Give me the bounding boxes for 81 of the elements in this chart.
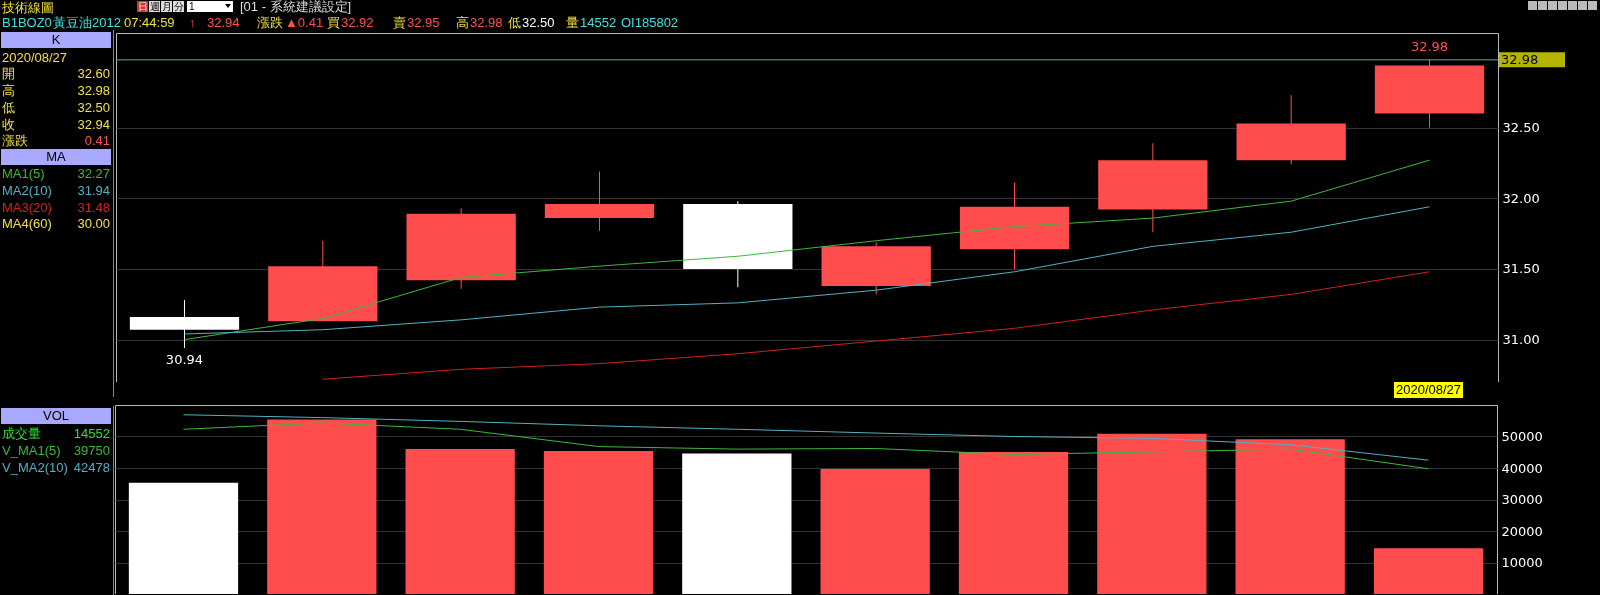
text: MA2(10) [2, 183, 52, 199]
bar [128, 482, 239, 594]
bar [820, 468, 930, 594]
text: 14552 [73, 426, 110, 442]
text: 30.00 [77, 216, 110, 232]
text: 31.94 [77, 183, 110, 199]
text: 日 [137, 1, 148, 12]
text: 成交量 [2, 426, 41, 442]
text: 技術線圖 [2, 0, 54, 16]
y-tick-label: 31.50 [1502, 261, 1540, 277]
text: B1BOZ0 [2, 15, 52, 31]
text: 月 [161, 1, 172, 12]
text: 32.50 [77, 100, 110, 116]
text: 開 [2, 66, 15, 82]
text: K [1, 32, 111, 48]
text: V_MA1(5) [2, 443, 61, 459]
text: 高 [456, 15, 469, 31]
text: 高 [2, 83, 15, 99]
text: V_MA2(10) [2, 460, 68, 476]
text: 32.95 [407, 15, 440, 31]
bar [958, 451, 1069, 594]
text: MA1(5) [2, 166, 45, 182]
y-tick-label: 40000 [1501, 460, 1543, 476]
y-tick-label: 10000 [1501, 555, 1543, 570]
text: 32.94 [77, 117, 110, 133]
text: 低 [2, 100, 15, 116]
text: 14552 [580, 15, 617, 31]
y-tick-label: 32.00 [1502, 190, 1540, 206]
bar [405, 449, 515, 594]
bar [1097, 433, 1207, 594]
text: MA [1, 149, 111, 165]
text: 2020/08/27 [2, 50, 68, 66]
text: MA3(20) [2, 200, 52, 216]
text: 32.50 [522, 15, 555, 31]
text: 收 [2, 117, 15, 133]
y-tick-label: 32.50 [1502, 120, 1540, 136]
text: 漲跌 [257, 15, 283, 31]
text: 1 [187, 1, 233, 12]
annotation: 2020/08/27 [1394, 382, 1464, 398]
text: 32.92 [341, 15, 374, 31]
line-series [183, 206, 1431, 335]
text: MA4(60) [2, 216, 52, 232]
text: 黃豆油2012 [53, 15, 121, 31]
ref-line-label: 32.98 [1501, 51, 1539, 67]
line-series [322, 271, 1431, 380]
y-tick-label: 50000 [1501, 429, 1543, 444]
text: VOL [1, 408, 111, 424]
y-tick-label: 20000 [1501, 523, 1543, 539]
text: 32.27 [77, 166, 110, 182]
bar [1235, 439, 1345, 594]
bar [543, 450, 654, 594]
text: 低 [508, 15, 521, 31]
text: 量 [566, 15, 579, 31]
annotation: 32.98 [1410, 38, 1449, 54]
text: 39750 [73, 443, 110, 459]
text: 32.98 [470, 15, 503, 31]
text: 分 [173, 1, 184, 12]
text: 漲跌 [2, 133, 28, 149]
text: [01 - 系統建議設定] [240, 0, 352, 15]
text: 07:44:59 [124, 15, 175, 31]
text: 32.94 [207, 15, 240, 31]
text: 32.60 [77, 66, 110, 82]
text: 32.98 [77, 83, 110, 99]
text: 42478 [73, 460, 110, 476]
bar [682, 453, 792, 594]
line-series [182, 422, 1430, 470]
text: 週 [149, 1, 160, 12]
y-tick-label: 30000 [1501, 492, 1543, 507]
text: 買 [327, 15, 340, 31]
text: OI185802 [621, 15, 679, 31]
text: 31.48 [77, 200, 110, 216]
text: 0.41 [84, 133, 110, 149]
text: ↑ [189, 15, 196, 31]
bar [267, 419, 377, 594]
line-series [182, 414, 1430, 461]
bar [1373, 548, 1484, 594]
y-tick-label: 31.00 [1502, 332, 1540, 348]
text: ▲0.41 [285, 15, 324, 31]
text: 賣 [393, 15, 406, 31]
annotation: 30.94 [165, 352, 204, 368]
line-series [183, 159, 1431, 341]
